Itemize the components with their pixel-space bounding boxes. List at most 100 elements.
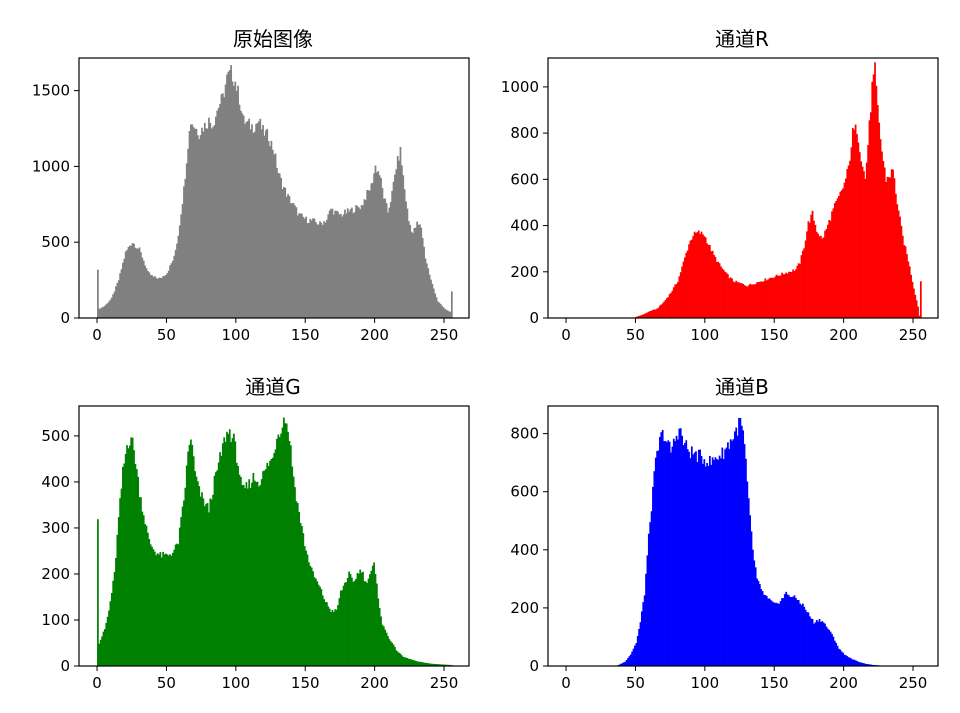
histogram-bar <box>178 527 181 666</box>
y-tick-label: 0 <box>60 657 70 675</box>
histogram-bar <box>813 623 815 666</box>
histogram-bar <box>425 663 428 666</box>
histogram-bar <box>219 452 221 666</box>
histogram-bar <box>296 215 299 318</box>
histogram-bar <box>317 224 320 318</box>
histogram-bar <box>815 231 818 318</box>
histogram-bar <box>702 463 704 666</box>
histogram-bar <box>241 485 244 666</box>
histogram-bar <box>384 198 387 318</box>
y-tick-label: 1500 <box>32 82 70 100</box>
histogram-bar <box>840 651 843 666</box>
histogram-bar <box>621 663 624 666</box>
histogram-bar <box>403 657 406 666</box>
histogram-bar <box>448 311 450 318</box>
histogram-bar <box>289 203 292 318</box>
histogram-bar <box>126 250 128 318</box>
histogram-bar <box>299 213 302 318</box>
panel-red-bars <box>634 62 922 319</box>
x-tick-label: 50 <box>157 326 176 344</box>
histogram-bar <box>851 127 854 318</box>
histogram-bar <box>901 235 904 318</box>
histogram-bar <box>707 465 710 666</box>
histogram-bar <box>668 441 671 666</box>
histogram-bar <box>792 596 795 666</box>
histogram-bar <box>639 315 642 318</box>
histogram-bar <box>220 94 223 318</box>
histogram-bar <box>153 551 156 666</box>
histogram-bar <box>725 447 728 666</box>
histogram-bar <box>785 591 788 666</box>
histogram-bar <box>199 496 202 666</box>
histogram-bar <box>840 190 843 318</box>
histogram-bar <box>856 660 858 666</box>
histogram-bar <box>709 245 711 318</box>
histogram-bar <box>800 604 803 666</box>
histogram-bar <box>793 270 796 318</box>
histogram-bar <box>428 663 431 666</box>
histogram-bar <box>788 271 790 318</box>
histogram-bar <box>764 595 767 666</box>
histogram-bar <box>888 177 890 318</box>
histogram-bar <box>109 601 112 666</box>
histogram-bar <box>185 163 188 318</box>
histogram-bar <box>181 506 184 666</box>
histogram-bar <box>688 244 690 318</box>
histogram-bar <box>407 658 410 666</box>
histogram-bar <box>127 246 130 318</box>
histogram-bar <box>833 640 836 666</box>
y-tick-label: 500 <box>41 233 70 251</box>
histogram-bar <box>797 600 800 666</box>
histogram-bar <box>767 598 770 666</box>
histogram-bar <box>106 616 109 666</box>
histogram-bar <box>444 308 446 318</box>
histogram-bar <box>831 211 833 318</box>
histogram-bar <box>765 280 768 318</box>
histogram-bar <box>371 182 374 318</box>
histogram-bar <box>647 533 650 666</box>
histogram-bar <box>256 123 259 319</box>
histogram-bar <box>256 481 259 666</box>
histogram-bar <box>202 498 205 666</box>
histogram-bar <box>663 441 665 666</box>
histogram-bar <box>807 221 810 318</box>
histogram-bar <box>248 479 251 666</box>
y-tick-label: 400 <box>510 541 539 559</box>
histogram-bar <box>344 582 346 666</box>
histogram-bar <box>177 235 180 318</box>
histogram-bar <box>808 222 811 318</box>
histogram-bar <box>380 616 382 666</box>
histogram-bar <box>339 590 342 666</box>
histogram-bar <box>162 551 165 666</box>
histogram-bar <box>160 557 163 666</box>
histogram-bar <box>724 271 726 318</box>
y-tick-label: 800 <box>510 425 539 443</box>
histogram-bar <box>120 488 123 666</box>
histogram-bar <box>133 450 135 666</box>
histogram-bar <box>631 651 634 666</box>
histogram-bar <box>287 194 289 318</box>
histogram-bar <box>682 261 685 318</box>
histogram-bar <box>829 631 832 666</box>
histogram-bar <box>871 81 874 318</box>
histogram-bar <box>750 284 753 318</box>
histogram-bar <box>151 275 153 318</box>
histogram-bar <box>441 305 443 318</box>
x-tick-label: 200 <box>360 674 389 692</box>
panel-red-axes: 0 50 100 150 200 250 0 200 400 600 800 1000 <box>501 78 928 344</box>
histogram-bar <box>838 195 840 318</box>
histogram-bar <box>742 430 745 666</box>
histogram-bar <box>771 601 774 666</box>
histogram-bar <box>799 263 801 318</box>
histogram-bar <box>821 621 824 666</box>
histogram-bar <box>425 263 428 318</box>
histogram-bar <box>746 286 749 318</box>
histogram-bar <box>854 660 857 666</box>
histogram-bar <box>801 603 804 666</box>
histogram-bar <box>756 578 758 666</box>
histogram-bar <box>657 450 660 666</box>
y-tick-label: 200 <box>510 263 539 281</box>
histogram-bar <box>444 664 446 666</box>
histogram-bar <box>330 208 332 318</box>
histogram-bar <box>233 85 235 318</box>
